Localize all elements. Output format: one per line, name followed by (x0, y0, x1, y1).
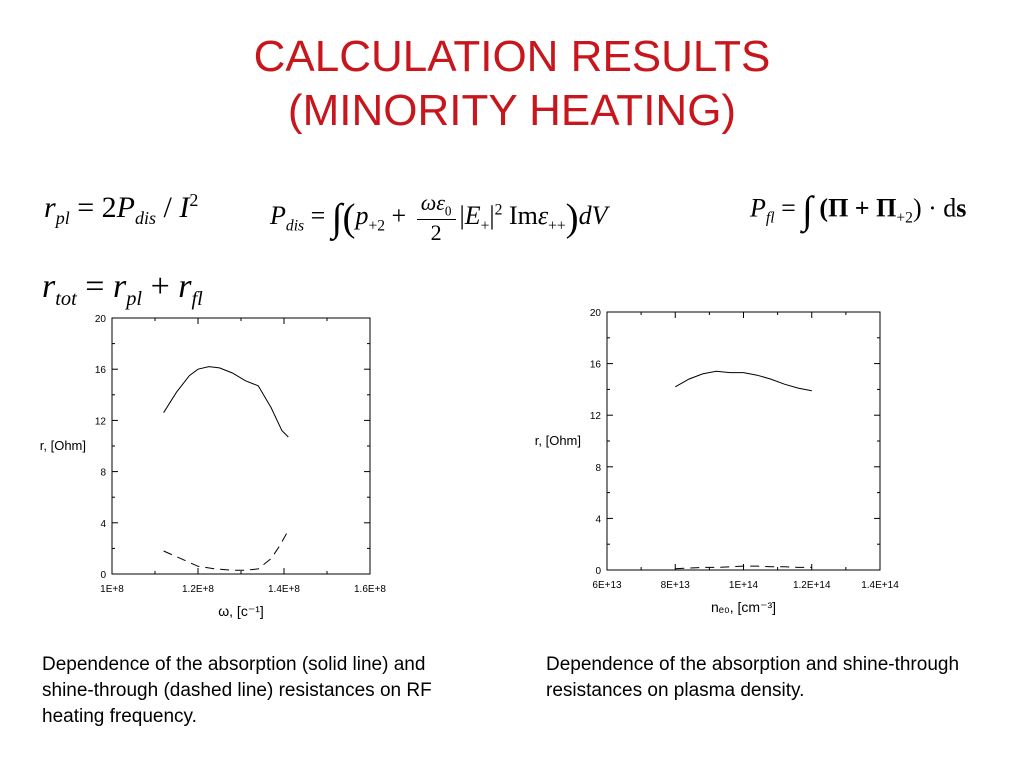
c1-ytick-label: 0 (100, 570, 106, 581)
c1-ylabel: r, [Ohm] (40, 438, 86, 453)
slide-title: CALCULATION RESULTS (MINORITY HEATING) (0, 30, 1024, 138)
eq4-r: r (42, 268, 56, 305)
eq2-im: Im (502, 201, 538, 231)
eq2-frac-num-sub: 0 (444, 203, 452, 219)
eq2-fraction: ωε0 2 (416, 190, 456, 246)
caption-left: Dependence of the absorption (solid line… (42, 654, 432, 727)
equation-p-dis: Pdis = ∫(p+2 + ωε0 2 |E+|2 Imε++)dV (270, 190, 608, 246)
eq1-p-sub: dis (134, 208, 156, 228)
eq2-p-small: p (355, 201, 369, 231)
c1-xtick-label: 1.4E+8 (268, 584, 300, 595)
eq2-p-sub: dis (285, 217, 305, 235)
eq4-eq: = (76, 268, 113, 305)
c1-ytick-label: 4 (100, 519, 106, 530)
eq3-pi-sub: +2 (896, 209, 913, 227)
c2-xtick-label: 1.4E+14 (861, 580, 899, 591)
eq4-r-sub: tot (55, 287, 77, 310)
c1-xtick-label: 1.2E+8 (182, 584, 214, 595)
c2-xtick-label: 1E+14 (729, 580, 759, 591)
c1-plot-frame (111, 317, 371, 575)
equation-r-tot: rtot = rpl + rfl (42, 268, 203, 311)
eq2-eq: = (304, 201, 332, 231)
eq3-s: s (956, 193, 967, 223)
c1-xtick-label: 1E+8 (100, 584, 124, 595)
c2-series-solid (675, 370, 812, 392)
c2-ylabel: r, [Ohm] (535, 433, 581, 448)
c2-series-dashed (675, 565, 812, 570)
eq2-e-sup: 2 (494, 201, 503, 219)
c2-ytick-label: 4 (595, 514, 601, 525)
c1-ytick-label: 8 (100, 468, 106, 479)
eq2-integral: ∫ (331, 196, 343, 240)
eq3-p-sub: fl (765, 209, 775, 227)
c2-plot-frame (606, 311, 881, 571)
eq2-dv: dV (578, 201, 608, 231)
c2-xtick-label: 8E+13 (661, 580, 691, 591)
eq2-frac-den: 2 (430, 220, 442, 246)
c1-series-solid (163, 366, 289, 438)
c2-xtick-label: 1.2E+14 (793, 580, 831, 591)
eq2-plus: + (385, 201, 413, 231)
equation-r-pl: rpl = 2Pdis / I2 (44, 190, 198, 229)
eq4-r3: r (178, 268, 192, 305)
eq4-plus: + (142, 268, 179, 305)
eq1-p: P (116, 191, 135, 224)
eq2-eps: ε (537, 201, 549, 231)
eq3-p: P (750, 193, 766, 223)
eq1-rhs-coef: = 2 (77, 191, 117, 224)
c1-ytick-label: 12 (95, 416, 107, 427)
eq2-p: P (270, 201, 286, 231)
eq3-rest: ) · d (912, 193, 957, 223)
c2-ytick-label: 16 (590, 360, 602, 371)
title-line-2: (MINORITY HEATING) (287, 86, 737, 135)
eq2-e: E (464, 201, 481, 231)
c2-ytick-label: 8 (595, 463, 601, 474)
title-line-1: CALCULATION RESULTS (253, 32, 771, 81)
eq4-r2: r (112, 268, 127, 305)
eq2-eps-sub: ++ (548, 217, 566, 235)
eq1-lhs: r (44, 191, 56, 224)
eq1-i: I (179, 191, 190, 224)
eq4-r2-sub: pl (126, 287, 143, 310)
eq2-e-sub: + (480, 217, 490, 235)
c2-xlabel: nₑ₀, [cm⁻³] (711, 599, 776, 615)
eq2-rparen: ) (565, 196, 579, 240)
c2-ytick-label: 20 (590, 308, 602, 319)
c2-xtick-label: 6E+13 (592, 580, 622, 591)
c1-ytick-label: 20 (95, 314, 107, 325)
c1-series-dashed (163, 530, 289, 571)
c1-xtick-label: 1.6E+8 (354, 584, 386, 595)
eq1-lhs-sub: pl (55, 208, 70, 228)
eq2-frac-num: ωε (420, 190, 445, 215)
caption-right: Dependence of the absorption and shine-t… (546, 654, 960, 701)
eq2-bar2: | (489, 201, 495, 231)
c2-ytick-label: 12 (590, 411, 602, 422)
eq2-p-small-sub: +2 (368, 217, 386, 235)
c2-ytick-label: 0 (595, 566, 601, 577)
eq2-lparen: ( (342, 196, 356, 240)
eq1-slash: / (155, 191, 180, 224)
eq3-eq: = (774, 193, 803, 223)
c1-xlabel: ω, [c⁻¹] (218, 603, 264, 619)
chart-density: 0 4 8 12 16 20 6E+13 8E+13 1E+14 1.2E+14 1.4E+14 r,… (535, 308, 899, 615)
eq3-body: (Π + Π (812, 193, 897, 223)
eq4-r3-sub: fl (191, 287, 203, 310)
eq1-i-sup: 2 (189, 190, 199, 210)
eq2-bar1: | (459, 201, 465, 231)
c1-ytick-label: 16 (95, 365, 107, 376)
equation-p-fl: Pfl = ∫ (Π + Π+2) · ds (750, 188, 966, 233)
eq3-integral: ∫ (802, 189, 813, 232)
chart-frequency: 0 4 8 12 16 20 1E+8 1.2E+8 1.4E+8 1.6E+8 r, [Ohm] ω… (40, 314, 387, 619)
